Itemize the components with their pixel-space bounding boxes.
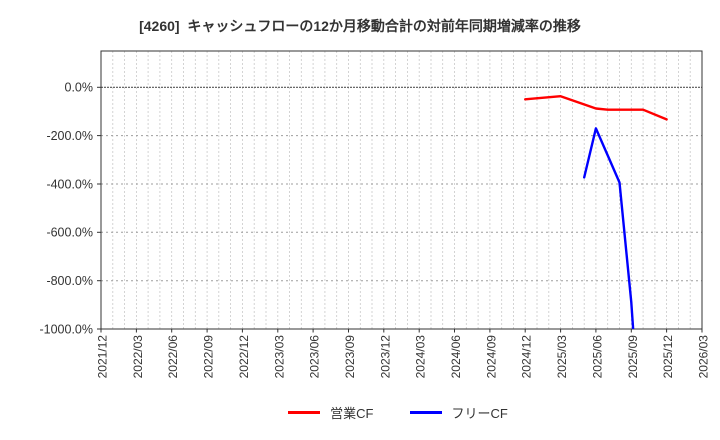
x-axis-tick-label: 2024/03 [414,335,428,379]
chart-legend: 営業CF フリーCF [0,403,720,422]
x-axis-tick-label: 2023/03 [272,335,286,379]
x-axis-tick-label: 2025/12 [661,335,675,379]
x-axis-tick-label: 2025/03 [555,335,569,379]
x-axis-tick-label: 2024/06 [449,335,463,379]
x-axis-tick-label: 2023/09 [343,335,357,379]
legend-swatch-operating-cf [288,411,321,414]
legend-label-operating-cf: 営業CF [330,406,374,421]
x-axis-tick-label: 2025/09 [626,335,640,379]
x-axis-tick-label: 2022/12 [237,335,251,379]
x-axis-tick-label: 2024/09 [484,335,498,379]
x-axis-tick-label: 2023/12 [378,335,392,379]
x-axis-tick-label: 2023/06 [308,335,322,379]
legend-label-free-cf: フリーCF [451,406,508,421]
chart-title: [4260] キャッシュフローの12か月移動合計の対前年同期増減率の推移 [139,18,581,34]
y-axis-tick-label: -200.0% [46,129,93,143]
legend-swatch-free-cf [409,411,442,414]
legend-item-free-cf: フリーCF [409,403,508,422]
x-axis-tick-label: 2025/06 [590,335,604,379]
x-axis-tick-label: 2026/03 [697,335,711,379]
x-axis-tick-label: 2022/09 [202,335,216,379]
chart-plot-area: 0.0% -200.0% -400.0% -600.0% -800.0% -1000.0%… [39,50,711,379]
x-axis-tick-label: 2021/12 [96,335,110,379]
x-axis-tick-label: 2022/03 [131,335,145,379]
plot-border [100,50,703,330]
series-line-operating-cf [524,94,668,121]
x-axis-tick-label: 2024/12 [520,335,534,379]
y-axis-tick-label: -800.0% [46,274,93,288]
y-axis-tick-label: -400.0% [46,177,93,191]
y-axis-tick-label: -600.0% [46,226,93,240]
legend-item-operating-cf: 営業CF [288,403,374,422]
y-axis-tick-label: -1000.0% [39,322,93,336]
x-axis-tick-label: 2022/06 [166,335,180,379]
y-axis-tick-label: 0.0% [65,81,94,95]
series-line-free-cf [583,127,635,329]
